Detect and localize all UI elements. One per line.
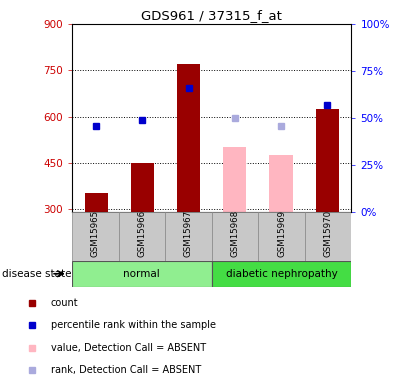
Bar <box>72 261 212 287</box>
Text: GSM15965: GSM15965 <box>91 210 100 257</box>
Bar <box>177 64 200 212</box>
Text: value, Detection Call = ABSENT: value, Detection Call = ABSENT <box>51 343 206 352</box>
Bar <box>223 147 246 212</box>
Bar <box>316 109 339 212</box>
Text: disease state: disease state <box>2 269 72 279</box>
Title: GDS961 / 37315_f_at: GDS961 / 37315_f_at <box>141 9 282 22</box>
Bar <box>131 163 154 212</box>
Text: diabetic nephropathy: diabetic nephropathy <box>226 269 337 279</box>
Text: count: count <box>51 298 79 307</box>
Text: GSM15970: GSM15970 <box>323 210 332 257</box>
Bar <box>212 261 351 287</box>
Bar <box>258 212 305 261</box>
Text: GSM15968: GSM15968 <box>231 210 240 257</box>
Bar <box>118 212 165 261</box>
Bar <box>212 212 258 261</box>
Text: GSM15966: GSM15966 <box>137 210 146 257</box>
Bar <box>165 212 212 261</box>
Bar <box>305 212 351 261</box>
Bar <box>269 155 293 212</box>
Text: normal: normal <box>123 269 160 279</box>
Bar <box>85 194 108 212</box>
Bar <box>72 212 118 261</box>
Text: GSM15967: GSM15967 <box>184 210 193 257</box>
Text: GSM15969: GSM15969 <box>277 210 286 257</box>
Text: rank, Detection Call = ABSENT: rank, Detection Call = ABSENT <box>51 365 201 375</box>
Text: percentile rank within the sample: percentile rank within the sample <box>51 320 216 330</box>
